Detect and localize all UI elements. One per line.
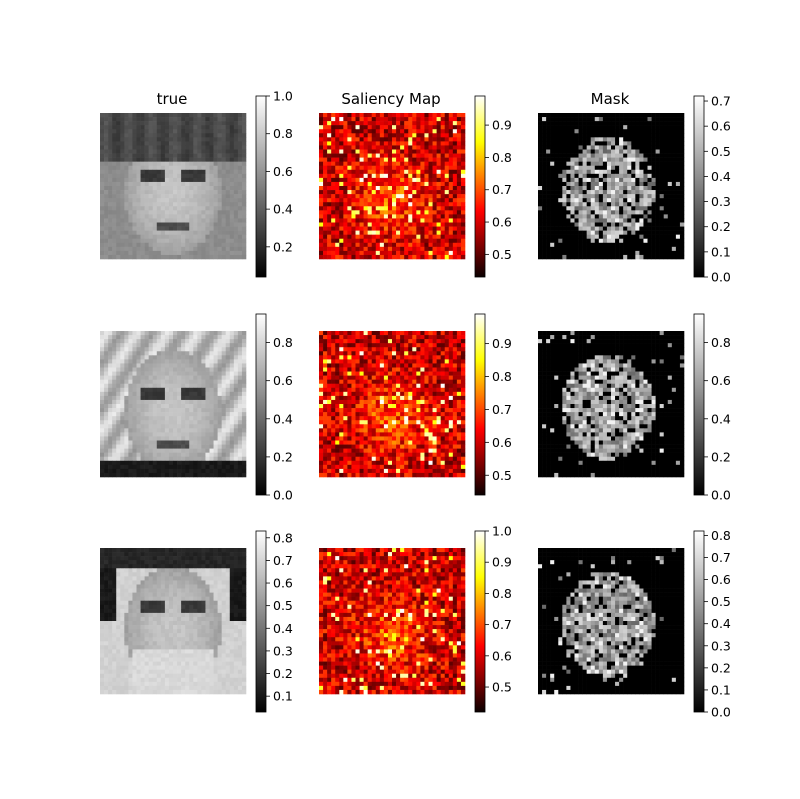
colorbar-tick-label: 0.6 [273, 576, 293, 591]
colorbar-tick-label: 0.7 [273, 553, 293, 568]
colorbar-tick-label: 0.9 [492, 555, 512, 570]
colorbar-tick-label: 0.8 [711, 335, 731, 350]
colorbar-r2-c2: 0.0 0.1 0.2 0.3 0.4 0.5 0.6 0.7 0.8 [693, 528, 731, 720]
colorbar-tick-label: 0.4 [273, 621, 293, 636]
colorbar-tick-label: 0.8 [492, 369, 512, 384]
colorbar-tick-label: 0.7 [711, 94, 731, 109]
colorbar-tick-label: 0.4 [711, 616, 731, 631]
panel-r1-c1: 0.5 0.6 0.7 0.8 0.9 [319, 313, 512, 496]
colorbar-tick-label: 0.5 [711, 594, 731, 609]
colorbar-tick-label: 0.2 [711, 219, 731, 234]
mask-image-r2 [538, 548, 685, 695]
face-photo-image-r1 [100, 331, 247, 478]
colorbar-r1-c1: 0.5 0.6 0.7 0.8 0.9 [474, 313, 512, 496]
colorbar-tick-label: 0.0 [711, 270, 731, 285]
panel-r1-c0: 0.0 0.2 0.4 0.6 0.8 [100, 313, 293, 503]
colorbar-tick-label: 1.0 [492, 524, 512, 539]
colorbar-tick-label: 0.1 [711, 244, 731, 259]
colorbar-tick-label: 0.6 [273, 164, 293, 179]
colorbar-tick-label: 0.1 [273, 689, 293, 704]
panel-r0-c0: 0.2 0.4 0.6 0.8 1.0 [100, 89, 293, 278]
colorbar-tick-label: 0.6 [273, 373, 293, 388]
face-photo-image-r2 [100, 548, 247, 695]
colorbar-tick-label: 0.9 [492, 118, 512, 133]
colorbar-r1-c2: 0.0 0.2 0.4 0.6 0.8 [693, 313, 731, 503]
colorbar-r0-c1: 0.5 0.6 0.7 0.8 0.9 [474, 95, 512, 278]
colorbar-r0-c2: 0.0 0.1 0.2 0.3 0.4 0.5 0.6 0.7 [693, 94, 731, 285]
colorbar-tick-label: 0.2 [273, 449, 293, 464]
saliency-image-r0 [319, 113, 466, 260]
colorbar-tick-label: 0.7 [492, 182, 512, 197]
colorbar-tick-label: 0.5 [273, 598, 293, 613]
colorbar-tick-label: 0.0 [711, 705, 731, 720]
colorbar-tick-label: 0.7 [492, 617, 512, 632]
colorbar-tick-label: 0.3 [711, 194, 731, 209]
colorbar-tick-label: 0.4 [711, 411, 731, 426]
face-photo-image-r0 [100, 113, 247, 260]
colorbar-tick-label: 0.6 [711, 373, 731, 388]
colorbar-tick-label: 1.0 [273, 89, 293, 104]
colorbar-tick-label: 0.2 [711, 660, 731, 675]
column-title-true: true [157, 90, 188, 108]
colorbar-tick-label: 0.4 [273, 202, 293, 217]
colorbar-tick-label: 0.8 [492, 586, 512, 601]
panel-r1-c2: 0.0 0.2 0.4 0.6 0.8 [538, 313, 731, 503]
colorbar-tick-label: 0.8 [273, 335, 293, 350]
colorbar-tick-label: 0.2 [273, 239, 293, 254]
colorbar-tick-label: 0.9 [492, 336, 512, 351]
colorbar-tick-label: 0.0 [711, 488, 731, 503]
panel-r0-c1: 0.5 0.6 0.7 0.8 0.9 [319, 95, 512, 278]
colorbar-tick-label: 0.8 [492, 150, 512, 165]
colorbar-tick-label: 0.2 [711, 449, 731, 464]
colorbar-tick-label: 0.6 [492, 435, 512, 450]
colorbar-tick-label: 0.7 [492, 402, 512, 417]
colorbar-tick-label: 0.5 [492, 468, 512, 483]
colorbar-tick-label: 0.6 [492, 648, 512, 663]
colorbar-r2-c0: 0.1 0.2 0.3 0.4 0.5 0.6 0.7 0.8 [255, 530, 293, 713]
colorbar-tick-label: 0.3 [711, 638, 731, 653]
colorbar-r1-c0: 0.0 0.2 0.4 0.6 0.8 [255, 313, 293, 503]
colorbar-r0-c0: 0.2 0.4 0.6 0.8 1.0 [255, 89, 293, 278]
colorbar-tick-label: 0.0 [273, 488, 293, 503]
colorbar-tick-label: 0.5 [492, 680, 512, 695]
panel-r2-c1: 0.5 0.6 0.7 0.8 0.9 1.0 [319, 524, 512, 713]
mask-image-r0 [538, 113, 685, 260]
colorbar-tick-label: 0.6 [711, 572, 731, 587]
colorbar-tick-label: 0.3 [273, 643, 293, 658]
panel-r2-c0: 0.1 0.2 0.3 0.4 0.5 0.6 0.7 0.8 [100, 530, 293, 713]
column-title-saliency-map: Saliency Map [341, 90, 440, 108]
colorbar-tick-label: 0.6 [711, 119, 731, 134]
colorbar-tick-label: 0.6 [492, 215, 512, 230]
colorbar-tick-label: 0.8 [273, 126, 293, 141]
mask-image-r1 [538, 331, 685, 478]
saliency-image-r2 [319, 548, 466, 695]
colorbar-tick-label: 0.5 [711, 144, 731, 159]
colorbar-r2-c1: 0.5 0.6 0.7 0.8 0.9 1.0 [474, 524, 512, 713]
saliency-image-r1 [319, 331, 466, 478]
colorbar-tick-label: 0.4 [711, 169, 731, 184]
panel-r2-c2: 0.0 0.1 0.2 0.3 0.4 0.5 0.6 0.7 0.8 [538, 528, 731, 720]
colorbar-tick-label: 0.4 [273, 411, 293, 426]
colorbar-tick-label: 0.8 [711, 528, 731, 543]
column-title-mask: Mask [591, 90, 630, 108]
colorbar-tick-label: 0.5 [492, 247, 512, 262]
colorbar-tick-label: 0.2 [273, 666, 293, 681]
panel-r0-c2: 0.0 0.1 0.2 0.3 0.4 0.5 0.6 0.7 [538, 94, 731, 285]
colorbar-tick-label: 0.8 [273, 530, 293, 545]
colorbar-tick-label: 0.1 [711, 682, 731, 697]
colorbar-tick-label: 0.7 [711, 550, 731, 565]
